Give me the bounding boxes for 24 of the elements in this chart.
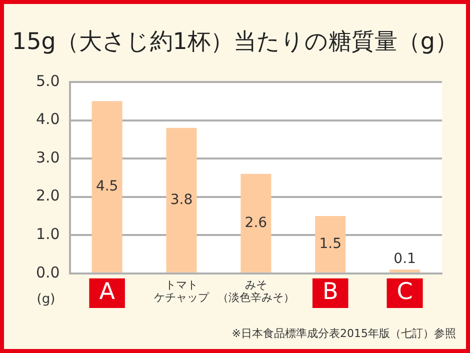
data-label: 2.6 xyxy=(244,214,268,231)
y-tick-label: 3.0 xyxy=(36,148,60,166)
y-tick-label: 2.0 xyxy=(36,186,60,205)
x-tick-label: みそ（淡色辛みそ） xyxy=(217,278,294,304)
y-tick-label: 1.0 xyxy=(36,225,60,244)
y-tick-label: 0.0 xyxy=(36,263,60,282)
bar xyxy=(240,174,272,272)
y-axis-title: (g) xyxy=(36,292,56,307)
data-label: 1.5 xyxy=(319,236,342,252)
x-tick-label: A xyxy=(99,279,116,306)
bar xyxy=(166,128,197,272)
y-tick-label: 4.0 xyxy=(36,110,60,128)
chart-title: 15g（大さじ約1杯）当たりの糖質量（g） xyxy=(10,28,460,57)
data-label: 3.8 xyxy=(170,192,193,208)
bar xyxy=(92,101,122,272)
data-label: 4.5 xyxy=(96,178,118,194)
x-tick-label: トマトケチャップ xyxy=(154,278,210,304)
data-label: 0.1 xyxy=(394,251,416,268)
text: ※日本食品標準成分表2015年版（七訂）参照 xyxy=(232,326,456,341)
x-tick-label: B xyxy=(322,279,338,306)
y-tick-label: 5.0 xyxy=(36,72,60,90)
x-tick-label: C xyxy=(396,279,413,306)
bar xyxy=(390,270,420,272)
bar xyxy=(315,216,346,272)
